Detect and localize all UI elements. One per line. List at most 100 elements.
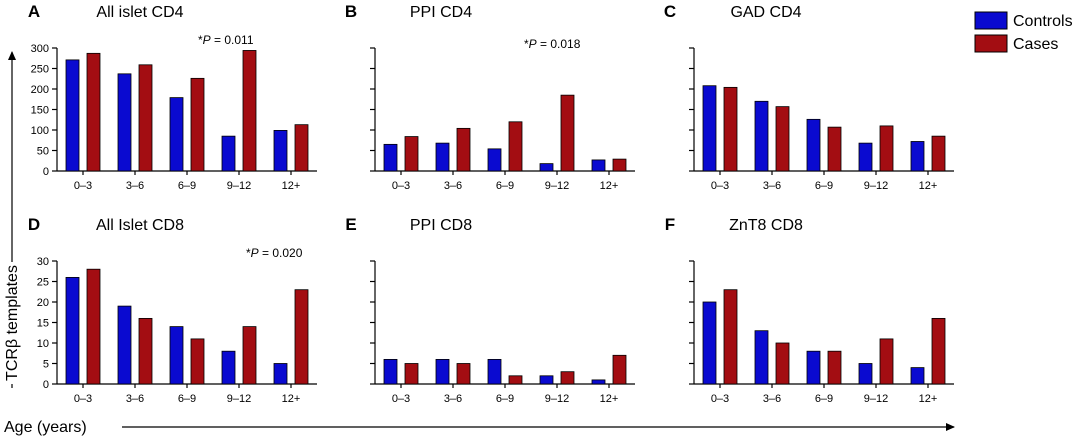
bar-cases: [138, 317, 153, 385]
bar-cases: [404, 136, 419, 172]
y-axis-title-group: TCRβ templates: [0, 51, 24, 388]
x-category-label: 12+: [600, 180, 619, 192]
x-category-label: 9–12: [227, 180, 251, 192]
x-category-label: 3–6: [763, 393, 781, 405]
legend-label-controls: Controls: [1013, 13, 1073, 30]
x-category-label: 6–9: [815, 180, 833, 192]
bar-controls: [383, 143, 398, 172]
bar-controls: [910, 367, 925, 385]
x-category-label: 3–6: [126, 393, 144, 405]
x-category-label: 12+: [282, 393, 301, 405]
bar-controls: [754, 330, 769, 385]
bar-controls: [539, 375, 554, 385]
panel-title: GAD CD4: [730, 4, 801, 21]
y-axis-title: TCRβ templates: [4, 265, 21, 381]
panel-letter: D: [28, 215, 40, 234]
bar-controls: [273, 363, 288, 385]
bar-cases: [879, 338, 894, 385]
bar-cases: [86, 268, 101, 385]
x-category-label: 9–12: [545, 180, 569, 192]
bar-cases: [775, 106, 790, 172]
bar-cases: [723, 86, 738, 172]
bar-controls: [754, 100, 769, 172]
x-category-label: 3–6: [763, 180, 781, 192]
bar-controls: [487, 148, 502, 172]
x-category-label: 6–9: [496, 180, 514, 192]
bar-cases: [456, 363, 471, 385]
p-value-annotation: *P = 0.020: [246, 246, 303, 260]
bar-cases: [560, 94, 575, 172]
bar-controls: [858, 363, 873, 385]
y-tick-label: 10: [37, 338, 49, 350]
bar-controls: [221, 350, 236, 385]
panel-c: C GAD CD4 0–3 3–6 6–9 9–12 12+: [664, 2, 954, 192]
bar-controls: [273, 130, 288, 172]
x-category-label: 3–6: [444, 393, 462, 405]
panel-title: All islet CD4: [96, 4, 183, 21]
bar-cases: [775, 342, 790, 385]
bar-cases: [294, 289, 309, 385]
x-category-label: 6–9: [815, 393, 833, 405]
x-category-label: 0–3: [711, 393, 729, 405]
bar-controls: [65, 59, 80, 172]
panel-letter: C: [664, 2, 676, 21]
panel-letter: A: [28, 2, 40, 21]
bar-cases: [242, 326, 257, 385]
bar-controls: [591, 379, 606, 385]
bar-cases: [190, 77, 205, 172]
y-tick-label: 100: [31, 125, 49, 137]
bar-cases: [508, 121, 523, 172]
y-tick-label: 30: [37, 256, 49, 268]
panel-f: F ZnT8 CD8 0–3 3–6 6–9 9–12 12+: [665, 215, 954, 405]
bar-controls: [702, 85, 717, 172]
bar-controls: [702, 301, 717, 385]
y-tick-label: 15: [37, 318, 49, 330]
bar-controls: [487, 358, 502, 385]
bar-controls: [858, 142, 873, 172]
panel-title: All Islet CD8: [96, 217, 184, 234]
bar-controls: [383, 358, 398, 385]
bar-controls: [910, 141, 925, 172]
y-tick-label: 250: [31, 64, 49, 76]
bar-cases: [827, 350, 842, 385]
bar-cases: [456, 127, 471, 172]
bar-controls: [221, 135, 236, 172]
panel-title: PPI CD4: [410, 4, 472, 21]
bar-cases: [294, 124, 309, 172]
y-tick-label: 25: [37, 277, 49, 289]
y-tick-label: 300: [31, 43, 49, 55]
y-tick-label: 5: [43, 359, 49, 371]
bar-controls: [117, 73, 132, 172]
x-category-label: 0–3: [74, 180, 92, 192]
bar-controls: [169, 326, 184, 385]
x-category-label: 6–9: [178, 393, 196, 405]
y-tick-label: 150: [31, 105, 49, 117]
panel-letter: F: [665, 215, 675, 234]
bar-controls: [435, 142, 450, 172]
x-category-label: 0–3: [392, 393, 410, 405]
bar-cases: [86, 52, 101, 172]
bar-cases: [404, 363, 419, 385]
x-category-label: 12+: [282, 180, 301, 192]
bar-cases: [242, 50, 257, 172]
x-category-label: 12+: [919, 393, 938, 405]
x-category-label: 0–3: [74, 393, 92, 405]
y-tick-label: 200: [31, 84, 49, 96]
x-category-label: 3–6: [444, 180, 462, 192]
panel-a: A All islet CD4 0 50 100 150 200 250 300 0–3 3–6 6–…: [28, 2, 317, 192]
legend-swatch-cases: [974, 34, 1008, 53]
panel-letter: E: [345, 215, 356, 234]
y-tick-label: 0: [43, 379, 49, 391]
x-axis-title: Age (years): [4, 419, 87, 436]
legend: Controls Cases: [974, 11, 1073, 53]
bar-cases: [190, 338, 205, 385]
x-category-label: 9–12: [864, 180, 888, 192]
bar-controls: [117, 305, 132, 385]
panel-d: D All Islet CD8 0 5 10 15 20 25 30 0–3 3–6 6–9 9–12 1…: [28, 215, 317, 405]
x-axis-title-group: Age (years): [4, 419, 955, 436]
bar-controls: [806, 350, 821, 385]
bar-cases: [138, 64, 153, 172]
x-category-label: 6–9: [496, 393, 514, 405]
bar-cases: [560, 371, 575, 385]
panel-b: B PPI CD4 0–3 3–6 6–9 9–12 12+ *P = 0.018: [345, 2, 635, 192]
